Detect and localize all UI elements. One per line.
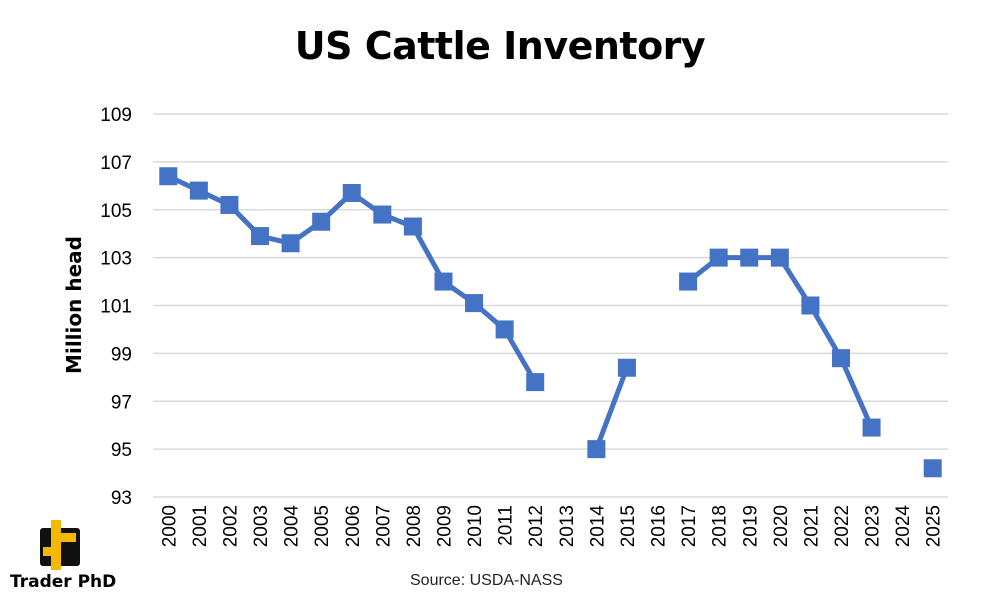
x-tick-label: 2002	[220, 505, 241, 547]
y-tick-label: 95	[111, 440, 132, 461]
x-tick-label: 2023	[863, 505, 884, 547]
x-tick-label: 2018	[710, 505, 731, 547]
y-tick-label: 109	[100, 105, 132, 126]
x-tick-label: 2019	[740, 505, 761, 547]
chart-title: US Cattle Inventory	[294, 24, 706, 68]
x-tick-label: 2001	[190, 505, 211, 547]
x-tick-label: 2007	[373, 505, 394, 547]
x-tick-label: 2024	[893, 505, 914, 548]
x-tick-label: 2000	[159, 505, 180, 547]
x-tick-label: 2006	[343, 505, 364, 547]
y-tick-label: 99	[111, 344, 132, 365]
data-point	[617, 358, 636, 377]
y-axis-ticks: 93 95 97 99 101 103 105 107 109	[100, 105, 132, 509]
data-point	[679, 272, 698, 291]
data-point	[342, 183, 361, 202]
y-tick-label: 105	[100, 201, 132, 222]
x-tick-label: 2021	[801, 505, 822, 547]
x-tick-label: 2005	[312, 505, 333, 547]
data-point	[923, 459, 942, 478]
source-note: Source: USDA-NASS	[410, 572, 563, 589]
x-tick-label: 2012	[526, 505, 547, 547]
y-axis-label: Million head	[62, 236, 86, 374]
y-tick-label: 107	[100, 153, 132, 174]
data-point	[312, 212, 331, 231]
data-point	[526, 373, 545, 392]
data-point	[281, 234, 300, 253]
data-point	[709, 248, 728, 267]
series-line-segment	[594, 366, 630, 451]
data-point	[220, 195, 239, 214]
series-line-segment	[686, 255, 874, 429]
series-lines	[167, 173, 874, 451]
data-point	[495, 320, 514, 339]
x-axis-ticks: 2000 2001 2002 2003 2004 2005 2006 2007 2008 2009…	[159, 505, 944, 548]
x-tick-label: 2004	[282, 505, 303, 548]
data-point	[740, 248, 759, 267]
series-points	[159, 167, 942, 478]
x-tick-label: 2025	[924, 505, 945, 547]
y-tick-label: 101	[100, 297, 132, 318]
x-tick-label: 2011	[496, 505, 517, 546]
data-point	[465, 294, 484, 313]
x-tick-label: 2016	[649, 505, 670, 547]
data-point	[801, 296, 820, 315]
x-tick-label: 2010	[465, 505, 486, 547]
x-tick-label: 2017	[679, 505, 700, 547]
data-point	[770, 248, 789, 267]
trader-phd-logo-icon	[40, 520, 80, 570]
x-tick-label: 2008	[404, 505, 425, 547]
y-tick-label: 93	[111, 488, 132, 509]
brand-name: Trader PhD	[10, 572, 117, 592]
grid-lines	[153, 113, 948, 498]
y-tick-label: 103	[100, 249, 132, 270]
x-tick-label: 2003	[251, 505, 272, 547]
data-point	[831, 349, 850, 368]
x-tick-label: 2013	[557, 505, 578, 547]
data-point	[434, 272, 453, 291]
x-tick-label: 2009	[434, 505, 455, 547]
data-point	[862, 418, 881, 437]
data-point	[403, 217, 422, 236]
x-tick-label: 2022	[832, 505, 853, 547]
data-point	[587, 440, 606, 459]
data-point	[189, 181, 208, 200]
x-tick-label: 2020	[771, 505, 792, 547]
data-point	[159, 167, 178, 186]
x-tick-label: 2015	[618, 505, 639, 547]
y-tick-label: 97	[111, 392, 132, 413]
data-point	[251, 227, 270, 246]
x-tick-label: 2014	[587, 505, 608, 548]
data-point	[373, 205, 392, 224]
